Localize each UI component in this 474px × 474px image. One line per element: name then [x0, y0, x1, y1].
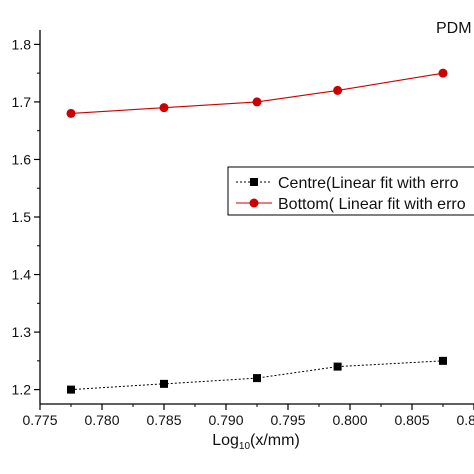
series-layer	[66, 68, 448, 394]
x-tick-label: 0.775	[22, 412, 57, 428]
centre-point	[253, 374, 261, 383]
x-tick-label: 0.785	[146, 412, 181, 428]
x-axis: 0.775 0.780 0.785 0.790 0.795 0.800 0.805 0.810	[22, 404, 474, 428]
bottom-point	[252, 97, 262, 107]
y-tick-label: 1.2	[12, 382, 32, 398]
bottom-series-line	[70, 72, 444, 114]
centre-point	[67, 385, 75, 394]
bottom-point	[438, 68, 448, 78]
x-tick-label: 0.800	[332, 412, 367, 428]
legend-bottom-marker	[249, 198, 259, 208]
bottom-point	[159, 103, 169, 113]
legend: Centre(Linear fit with erro Bottom( Linea…	[227, 166, 474, 216]
bottom-point	[333, 85, 343, 95]
y-tick-label: 1.6	[12, 151, 32, 167]
centre-point	[439, 356, 447, 365]
y-tick-label: 1.3	[12, 324, 32, 340]
bottom-point	[66, 108, 76, 118]
y-tick-label: 1.8	[12, 36, 32, 52]
x-tick-label: 0.790	[208, 412, 243, 428]
centre-point	[160, 379, 168, 388]
y-tick-label: 1.4	[12, 267, 32, 283]
x-axis-title-rest: (x/mm)	[250, 432, 300, 449]
y-axis: 1.2 1.3 1.4 1.5 1.6 1.7 1.8	[12, 36, 40, 398]
x-tick-label: 0.805	[394, 412, 429, 428]
legend-centre-label: Centre(Linear fit with erro	[278, 175, 459, 192]
y-tick-label: 1.7	[12, 94, 32, 110]
x-tick-label: 0.795	[270, 412, 305, 428]
chart-title: PDM	[436, 20, 472, 37]
x-axis-title-subscript: 10	[239, 441, 251, 452]
x-tick-label: 0.780	[84, 412, 119, 428]
legend-bottom-label: Bottom( Linear fit with erro	[278, 196, 466, 213]
x-axis-title: Log10(x/mm)	[212, 432, 300, 452]
legend-box	[227, 166, 474, 216]
y-tick-label: 1.5	[12, 209, 32, 225]
plot-area	[39, 30, 474, 405]
centre-point	[333, 362, 342, 371]
x-tick-label: 0.810	[456, 412, 474, 428]
legend-centre-marker	[250, 178, 258, 186]
x-axis-title-main: Log	[212, 432, 239, 449]
